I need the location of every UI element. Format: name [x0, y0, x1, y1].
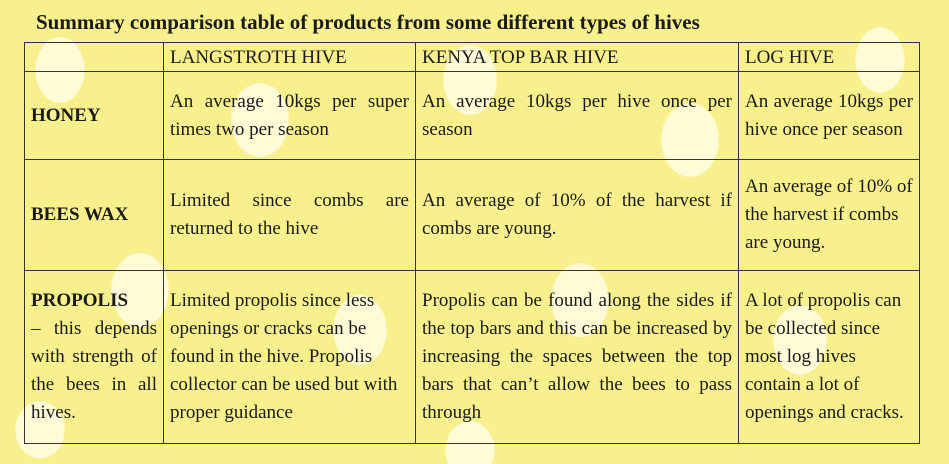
cell-wax-langstroth: Limited since combs are returned to the …	[163, 159, 416, 271]
propolis-note: – this depends with strength of the bees…	[31, 318, 157, 423]
cell-honey-kenya: An average 10kgs per hive once per seaso…	[415, 71, 739, 160]
row-label-honey: HONEY	[24, 71, 164, 160]
table-header-row: LANGSTROTH HIVE KENYA TOP BAR HIVE LOG H…	[24, 42, 920, 72]
cell-propolis-kenya: Propolis can be found along the sides if…	[415, 270, 739, 444]
row-label-bees-wax: BEES WAX	[24, 159, 164, 271]
row-label-propolis-cell: PROPOLIS – this depends with strength of…	[24, 270, 164, 444]
header-langstroth: LANGSTROTH HIVE	[163, 42, 416, 72]
header-kenya-top-bar: KENYA TOP BAR HIVE	[415, 42, 739, 72]
comparison-table: LANGSTROTH HIVE KENYA TOP BAR HIVE LOG H…	[24, 42, 920, 444]
table-row: BEES WAX Limited since combs are returne…	[24, 159, 920, 271]
header-empty	[24, 42, 164, 72]
page-title: Summary comparison table of products fro…	[36, 10, 700, 34]
cell-honey-langstroth: An average 10kgs per super times two per…	[163, 71, 416, 160]
header-log-hive: LOG HIVE	[738, 42, 920, 72]
table-row: HONEY An average 10kgs per super times t…	[24, 71, 920, 160]
row-label-propolis: PROPOLIS	[31, 290, 129, 311]
cell-propolis-log: A lot of propolis can be collected since…	[738, 270, 920, 444]
cell-wax-kenya: An average of 10% of the harvest if comb…	[415, 159, 739, 271]
cell-propolis-langstroth: Limited propolis since less openings or …	[163, 270, 416, 444]
cell-honey-log: An average 10kgs per hive once per seaso…	[738, 71, 920, 160]
table-row: PROPOLIS – this depends with strength of…	[24, 270, 920, 444]
cell-wax-log: An average of 10% of the harvest if comb…	[738, 159, 920, 271]
